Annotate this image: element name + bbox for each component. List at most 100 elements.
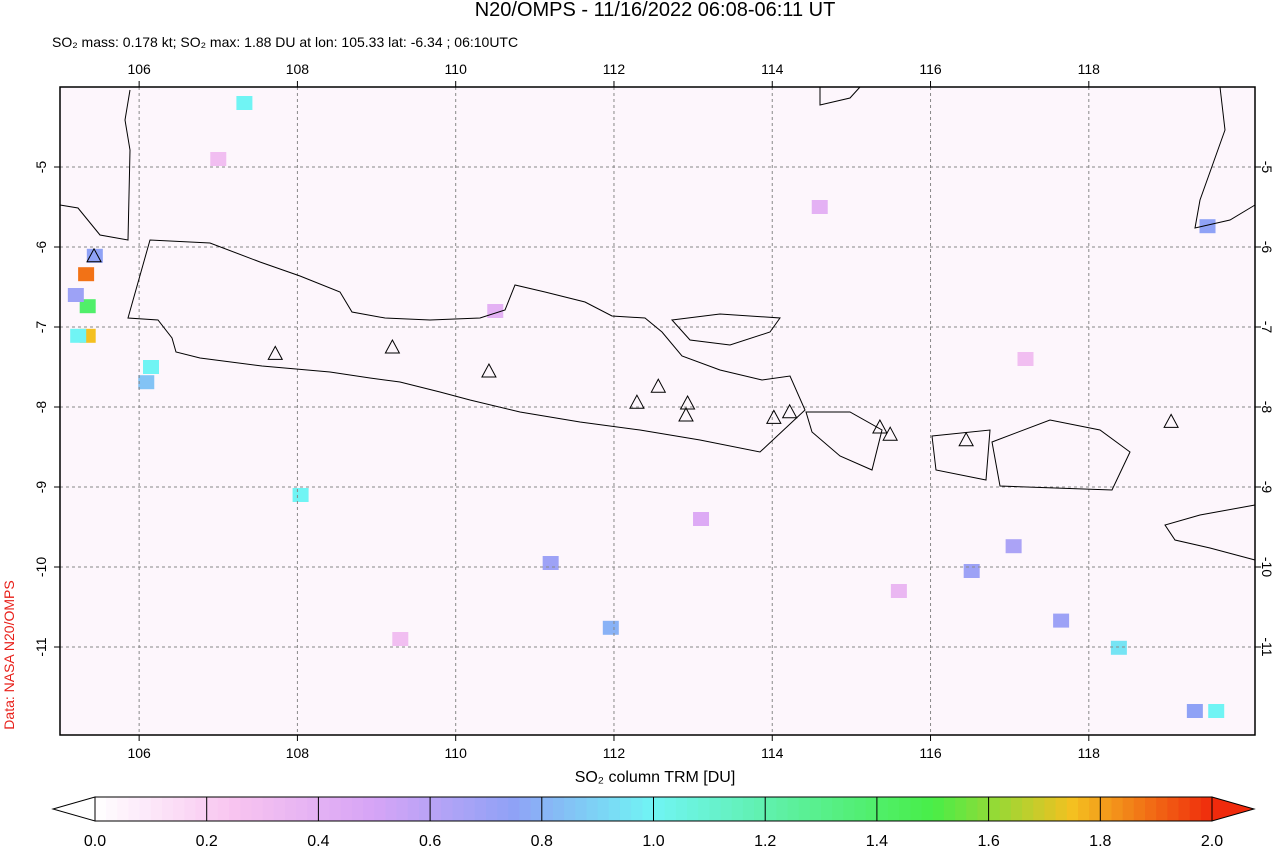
colorbar-cell [1033, 797, 1046, 821]
colorbar-cell [720, 797, 733, 821]
colorbar-tick-label: 0.4 [307, 833, 329, 850]
y-tick-label: -10 [1259, 557, 1272, 577]
colorbar-cell [1010, 797, 1023, 821]
x-tick-label: 116 [919, 745, 942, 761]
colorbar-cell [955, 797, 967, 821]
colorbar-cell [999, 797, 1012, 821]
colorbar-cell [150, 797, 163, 821]
colorbar-cell [307, 797, 319, 821]
volcano [678, 406, 694, 422]
y-tick-label: -9 [33, 481, 49, 494]
colorbar-cell [798, 797, 811, 821]
so2-pixel [1017, 352, 1034, 366]
colorbar-cell [139, 797, 152, 821]
colorbar-cell [1189, 797, 1202, 821]
colorbar-cell [385, 797, 398, 821]
so2-pixel [542, 556, 559, 570]
colorbar-cell [1178, 797, 1191, 821]
colorbar-cell [865, 797, 878, 821]
colorbar-cell [631, 797, 643, 821]
so2-pixel [602, 620, 619, 635]
x-tick-label: 106 [127, 745, 151, 761]
coastline [819, 86, 861, 106]
y-tick-label: -11 [1259, 637, 1272, 656]
colorbar-cell [899, 797, 912, 821]
colorbar-cell [430, 797, 442, 821]
x-tick-label: 114 [761, 745, 784, 761]
volcano [650, 378, 667, 393]
map-frame [59, 86, 1256, 736]
colorbar-cell [340, 797, 353, 821]
colorbar-cell [698, 797, 710, 821]
so2-pixel [693, 512, 710, 526]
colorbar-cell [508, 797, 521, 821]
colorbar-cell [1133, 797, 1146, 821]
colorbar-cell [1077, 797, 1090, 821]
colorbar-cell [653, 797, 666, 821]
colorbar-label: SO₂ column TRM [DU] [575, 769, 736, 786]
x-tick-label: 116 [919, 61, 942, 77]
colorbar-tick-label: 0.0 [84, 833, 106, 850]
so2-pixel [86, 248, 103, 263]
y-tick-label: -7 [33, 321, 49, 334]
colorbar-cell [184, 797, 197, 821]
colorbar-cell [162, 797, 174, 821]
colorbar-cell [284, 797, 297, 821]
so2-pixel [236, 96, 253, 110]
y-tick-label: -6 [33, 241, 49, 254]
colorbar-cell [1022, 797, 1034, 821]
colorbar-cell [363, 797, 375, 821]
so2-pixel [210, 152, 227, 166]
so2-pixel [1199, 219, 1216, 234]
colorbar-cell [776, 797, 789, 821]
volcano [384, 338, 401, 354]
volcano [679, 394, 696, 410]
colorbar-cell [709, 797, 722, 821]
volcano [958, 431, 974, 447]
coastline [1194, 86, 1256, 229]
colorbar-cell [1122, 797, 1135, 821]
colorbar-cell [296, 797, 308, 821]
x-tick-label: 108 [286, 61, 310, 77]
colorbar-cell [418, 797, 431, 821]
volcano [765, 409, 782, 424]
colorbar-cell [821, 797, 833, 821]
so2-pixel [78, 267, 95, 282]
volcano [882, 426, 899, 441]
x-tick-label: 118 [1078, 61, 1101, 77]
colorbar-cell [251, 797, 264, 821]
so2-pixel [963, 564, 980, 578]
y-tick-label: -8 [33, 401, 49, 414]
coastline [1164, 504, 1256, 561]
coastline [991, 419, 1131, 491]
x-tick-label: 112 [603, 61, 626, 77]
colorbar-cell [552, 797, 565, 821]
x-tick-label: 114 [761, 61, 784, 77]
colorbar-cell [966, 797, 979, 821]
colorbar-cell [675, 797, 688, 821]
colorbar-cell [731, 797, 744, 821]
colorbar-cell [128, 797, 141, 821]
map-layers [60, 87, 1255, 735]
x-tick-label: 112 [603, 745, 626, 761]
colorbar-cell [608, 797, 621, 821]
credit: Data: NASA N20/OMPS [1, 580, 17, 729]
colorbar-tick-label: 1.0 [642, 833, 664, 850]
colorbar-cell [754, 797, 766, 821]
y-tick-label: -10 [33, 557, 49, 577]
x-tick-label: 110 [445, 61, 468, 77]
x-tick-label: 108 [286, 745, 310, 761]
colorbar-cell [541, 797, 554, 821]
y-tick-label: -7 [1259, 321, 1272, 334]
volcano [872, 418, 888, 434]
colorbar-cell [229, 797, 241, 821]
colorbar-cell [988, 797, 1001, 821]
colorbar-cell [832, 797, 844, 821]
y-tick-label: -5 [1259, 161, 1272, 174]
y-tick-label: -6 [1259, 241, 1272, 254]
so2-pixel [138, 375, 155, 390]
colorbar-cell [262, 797, 275, 821]
colorbar-tick-label: 0.6 [419, 833, 441, 850]
